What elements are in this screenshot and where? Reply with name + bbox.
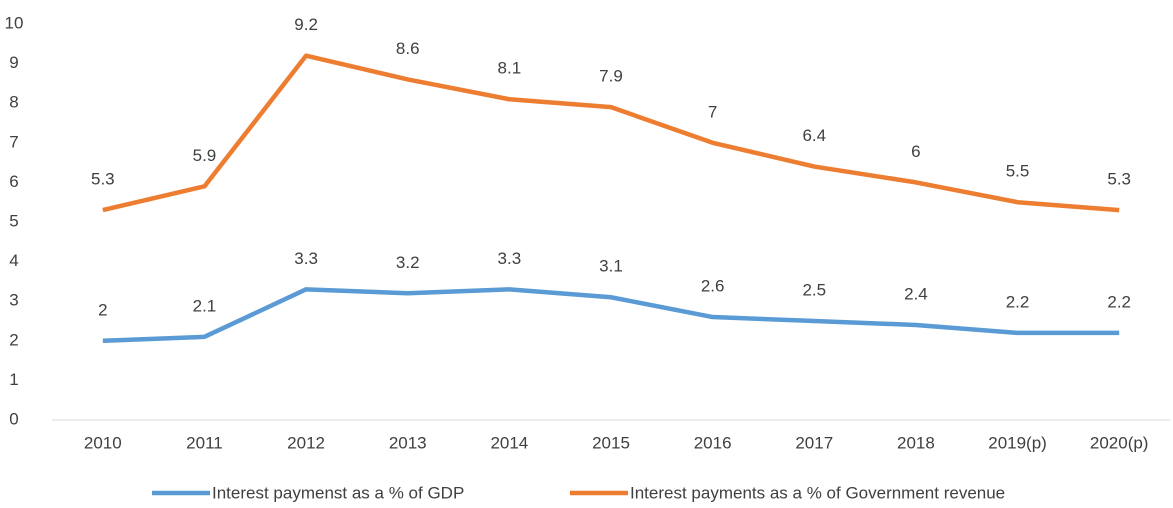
y-tick-label: 4 bbox=[9, 251, 18, 270]
data-label: 8.1 bbox=[498, 59, 522, 78]
x-tick-label: 2020(p) bbox=[1090, 433, 1149, 452]
x-tick-label: 2015 bbox=[592, 433, 630, 452]
y-tick-label: 10 bbox=[5, 13, 24, 32]
data-label: 2.2 bbox=[1006, 292, 1030, 311]
data-label: 2.5 bbox=[802, 280, 826, 299]
x-tick-label: 2017 bbox=[795, 433, 833, 452]
y-tick-label: 2 bbox=[9, 330, 18, 349]
data-label: 3.3 bbox=[294, 249, 318, 268]
y-tick-label: 9 bbox=[9, 53, 18, 72]
data-label: 2.4 bbox=[904, 284, 928, 303]
data-label: 6 bbox=[911, 142, 920, 161]
x-tick-label: 2010 bbox=[84, 433, 122, 452]
data-label: 5.9 bbox=[193, 146, 217, 165]
legend-label: Interest payments as a % of Government r… bbox=[630, 483, 1005, 502]
x-tick-label: 2013 bbox=[389, 433, 427, 452]
data-label: 5.5 bbox=[1006, 162, 1030, 181]
series-line bbox=[102, 53, 1120, 213]
y-tick-label: 8 bbox=[9, 93, 18, 112]
y-tick-label: 7 bbox=[9, 132, 18, 151]
y-tick-label: 3 bbox=[9, 291, 18, 310]
x-tick-label: 2016 bbox=[694, 433, 732, 452]
y-tick-label: 5 bbox=[9, 211, 18, 230]
y-tick-label: 0 bbox=[9, 409, 18, 428]
x-tick-label: 2019(p) bbox=[988, 433, 1047, 452]
series-line bbox=[102, 287, 1120, 344]
data-label: 2.1 bbox=[193, 296, 217, 315]
y-tick-label: 6 bbox=[9, 172, 18, 191]
data-label: 2.2 bbox=[1107, 292, 1131, 311]
data-label: 7.9 bbox=[599, 67, 623, 86]
data-label: 3.1 bbox=[599, 257, 623, 276]
x-tick-label: 2011 bbox=[186, 433, 223, 452]
data-label: 2 bbox=[98, 300, 107, 319]
data-label: 8.6 bbox=[396, 39, 420, 58]
data-label: 3.2 bbox=[396, 253, 420, 272]
legend-label: Interest paymenst as a % of GDP bbox=[212, 483, 464, 502]
data-label: 5.3 bbox=[91, 170, 115, 189]
x-tick-label: 2012 bbox=[287, 433, 325, 452]
data-label: 5.3 bbox=[1107, 170, 1131, 189]
x-tick-label: 2014 bbox=[490, 433, 528, 452]
x-tick-label: 2018 bbox=[897, 433, 935, 452]
data-label: 3.3 bbox=[498, 249, 522, 268]
data-label: 2.6 bbox=[701, 277, 725, 296]
data-label: 7 bbox=[708, 102, 717, 121]
y-tick-label: 1 bbox=[9, 370, 18, 389]
data-label: 9.2 bbox=[294, 15, 318, 34]
data-label: 6.4 bbox=[802, 126, 826, 145]
